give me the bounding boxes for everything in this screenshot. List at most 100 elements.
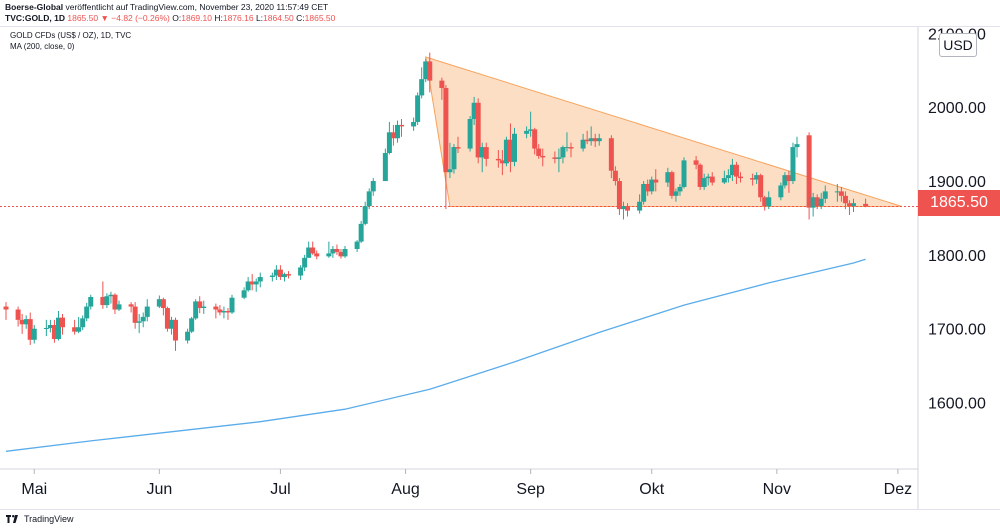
candle: [3, 302, 9, 320]
candle-body: [592, 138, 598, 142]
candle-body: [818, 198, 824, 207]
candle-body: [415, 95, 421, 122]
candle: [786, 170, 792, 193]
candle: [620, 201, 626, 220]
candle: [677, 184, 683, 196]
candle-body: [27, 319, 33, 340]
candle: [467, 116, 473, 152]
candle: [455, 136, 461, 153]
candle: [637, 194, 643, 214]
candle: [851, 198, 856, 213]
candle-body: [528, 129, 534, 131]
indicator-legend[interactable]: MA (200, close, 0): [10, 42, 75, 51]
candle-body: [201, 306, 207, 309]
candle-body: [552, 157, 558, 159]
candle: [112, 293, 118, 314]
x-tick-label: Jun: [146, 481, 172, 498]
candle: [838, 186, 844, 202]
series-legend[interactable]: GOLD CFDs (US$ / OZ), 1D, TVC: [10, 31, 132, 40]
candle: [423, 58, 429, 83]
candle-body: [193, 301, 199, 319]
candle: [495, 150, 501, 168]
candle: [536, 144, 542, 159]
candle: [447, 142, 453, 179]
candle-body: [697, 164, 703, 187]
candle-body: [532, 129, 538, 149]
candle-body: [822, 191, 828, 199]
candle-body: [306, 247, 312, 258]
candle-body: [173, 319, 178, 341]
candle-body: [863, 203, 869, 207]
candle: [386, 121, 392, 155]
candle-body: [354, 241, 360, 249]
candle: [144, 299, 150, 322]
candle: [31, 325, 37, 344]
candle: [818, 192, 824, 210]
tradingview-brand[interactable]: TradingView: [24, 514, 74, 524]
candle-body: [241, 290, 247, 298]
candle: [834, 184, 840, 202]
candle: [532, 127, 538, 155]
candle: [419, 67, 425, 99]
candle-body: [495, 158, 501, 161]
candle-body: [645, 184, 651, 192]
candle-body: [786, 175, 792, 182]
candle: [249, 274, 255, 291]
candle: [156, 295, 162, 309]
candle-body: [386, 132, 392, 153]
candle: [132, 302, 138, 329]
candle-body: [80, 318, 86, 328]
candle: [80, 315, 86, 331]
candle-body: [503, 139, 509, 164]
candle-body: [144, 306, 150, 317]
candle-body: [394, 124, 400, 139]
candle: [822, 185, 828, 204]
candle-body: [399, 124, 404, 127]
candle-body: [140, 316, 146, 322]
candle: [217, 305, 223, 316]
candle: [47, 319, 53, 333]
candle-body: [370, 181, 376, 192]
candle: [269, 272, 275, 282]
candle-body: [649, 179, 655, 192]
candle-body: [411, 121, 417, 127]
candle: [806, 132, 812, 220]
candle-body: [43, 327, 49, 329]
candle-body: [455, 147, 461, 149]
candle: [221, 306, 227, 319]
candle: [394, 120, 400, 143]
candle-body: [794, 144, 800, 148]
candle-body: [499, 160, 505, 164]
candle: [616, 178, 622, 216]
currency-button[interactable]: USD: [939, 33, 977, 57]
candle: [104, 293, 110, 309]
candle: [471, 96, 477, 125]
candle-body: [625, 206, 630, 211]
candle-body: [189, 318, 195, 332]
candle-body: [637, 201, 643, 211]
candle: [241, 287, 247, 300]
candle-body: [560, 147, 566, 158]
candle: [411, 117, 417, 131]
candle: [439, 77, 445, 100]
candle-body: [620, 206, 626, 210]
candle: [60, 313, 65, 335]
candle-body: [269, 275, 275, 278]
candle: [750, 173, 756, 186]
candle: [705, 173, 711, 186]
candle-body: [314, 253, 320, 257]
candle: [560, 145, 566, 164]
x-tick-label: Mai: [21, 481, 47, 498]
candle-body: [104, 296, 110, 306]
candle: [709, 172, 715, 186]
candle: [415, 92, 421, 125]
candle-body: [245, 281, 251, 291]
candle-body: [738, 176, 743, 179]
candle-body: [479, 147, 485, 158]
candle-body: [286, 274, 291, 276]
candle-body: [754, 175, 760, 180]
candle: [528, 111, 534, 137]
candle-body: [705, 176, 711, 179]
candle: [552, 151, 558, 164]
